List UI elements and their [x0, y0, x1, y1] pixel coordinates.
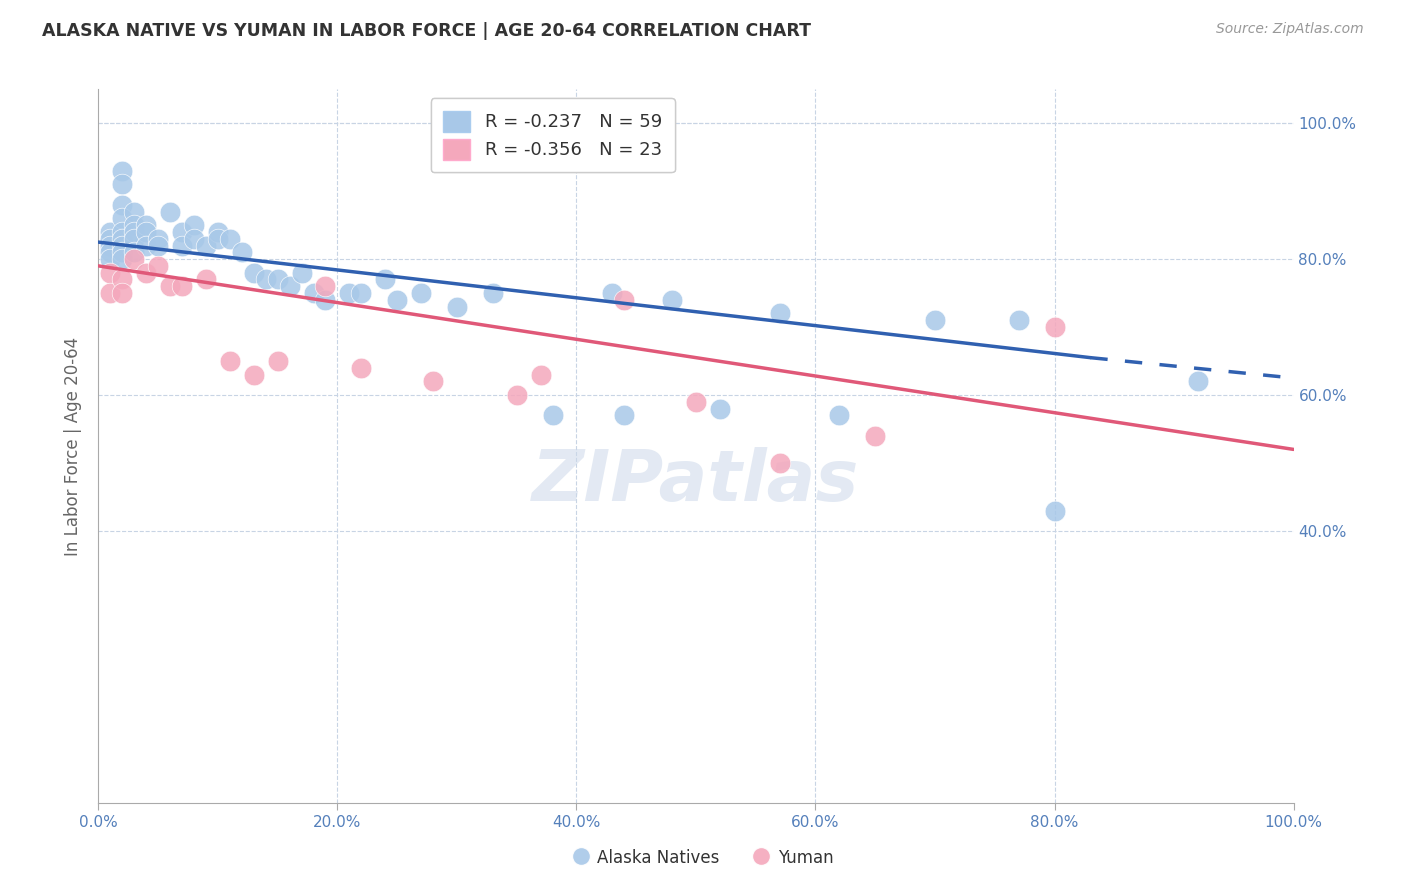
Text: Source: ZipAtlas.com: Source: ZipAtlas.com	[1216, 22, 1364, 37]
Point	[1007, 313, 1029, 327]
Point	[111, 211, 134, 226]
Point	[111, 163, 134, 178]
Point	[98, 245, 122, 260]
Point	[124, 218, 146, 232]
Point	[98, 266, 122, 280]
Point	[339, 286, 360, 301]
Point	[863, 429, 887, 443]
Point	[506, 388, 529, 402]
Point	[219, 232, 242, 246]
Point	[411, 286, 433, 301]
Point	[124, 245, 146, 260]
Point	[111, 272, 134, 286]
Point	[446, 300, 468, 314]
Point	[135, 266, 157, 280]
Point	[172, 238, 194, 252]
Point	[159, 204, 181, 219]
Legend: Alaska Natives, Yuman: Alaska Natives, Yuman	[565, 841, 841, 875]
Point	[613, 293, 636, 307]
Point	[422, 375, 444, 389]
Point	[207, 232, 229, 246]
Point	[1043, 320, 1066, 334]
Point	[385, 293, 409, 307]
Point	[1187, 375, 1209, 389]
Point	[135, 238, 157, 252]
Point	[828, 409, 851, 423]
Point	[685, 394, 707, 409]
Point	[924, 313, 946, 327]
Point	[135, 225, 157, 239]
Point	[315, 293, 337, 307]
Point	[148, 232, 170, 246]
Y-axis label: In Labor Force | Age 20-64: In Labor Force | Age 20-64	[65, 336, 83, 556]
Text: ZIPatlas: ZIPatlas	[533, 447, 859, 516]
Point	[183, 218, 205, 232]
Point	[159, 279, 181, 293]
Text: ALASKA NATIVE VS YUMAN IN LABOR FORCE | AGE 20-64 CORRELATION CHART: ALASKA NATIVE VS YUMAN IN LABOR FORCE | …	[42, 22, 811, 40]
Point	[98, 232, 122, 246]
Legend: R = -0.237   N = 59, R = -0.356   N = 23: R = -0.237 N = 59, R = -0.356 N = 23	[430, 98, 675, 172]
Point	[254, 272, 277, 286]
Point	[124, 225, 146, 239]
Point	[124, 204, 146, 219]
Point	[291, 266, 314, 280]
Point	[172, 279, 194, 293]
Point	[613, 409, 636, 423]
Point	[111, 198, 134, 212]
Point	[602, 286, 624, 301]
Point	[374, 272, 396, 286]
Point	[183, 232, 205, 246]
Point	[111, 225, 134, 239]
Point	[267, 354, 290, 368]
Point	[231, 245, 253, 260]
Point	[111, 245, 134, 260]
Point	[207, 225, 229, 239]
Point	[315, 279, 337, 293]
Point	[661, 293, 683, 307]
Point	[194, 272, 218, 286]
Point	[124, 232, 146, 246]
Point	[111, 238, 134, 252]
Point	[135, 218, 157, 232]
Point	[768, 306, 790, 320]
Point	[541, 409, 564, 423]
Point	[172, 225, 194, 239]
Point	[243, 266, 266, 280]
Point	[302, 286, 325, 301]
Point	[124, 252, 146, 266]
Point	[148, 238, 170, 252]
Point	[98, 252, 122, 266]
Point	[219, 354, 242, 368]
Point	[111, 286, 134, 301]
Point	[350, 360, 373, 375]
Point	[350, 286, 373, 301]
Point	[111, 252, 134, 266]
Point	[278, 279, 301, 293]
Point	[243, 368, 266, 382]
Point	[194, 238, 218, 252]
Point	[481, 286, 505, 301]
Point	[267, 272, 290, 286]
Point	[98, 238, 122, 252]
Point	[1043, 503, 1066, 517]
Point	[111, 178, 134, 192]
Point	[529, 368, 551, 382]
Point	[768, 456, 790, 470]
Point	[98, 286, 122, 301]
Point	[148, 259, 170, 273]
Point	[98, 225, 122, 239]
Point	[111, 232, 134, 246]
Point	[709, 401, 731, 416]
